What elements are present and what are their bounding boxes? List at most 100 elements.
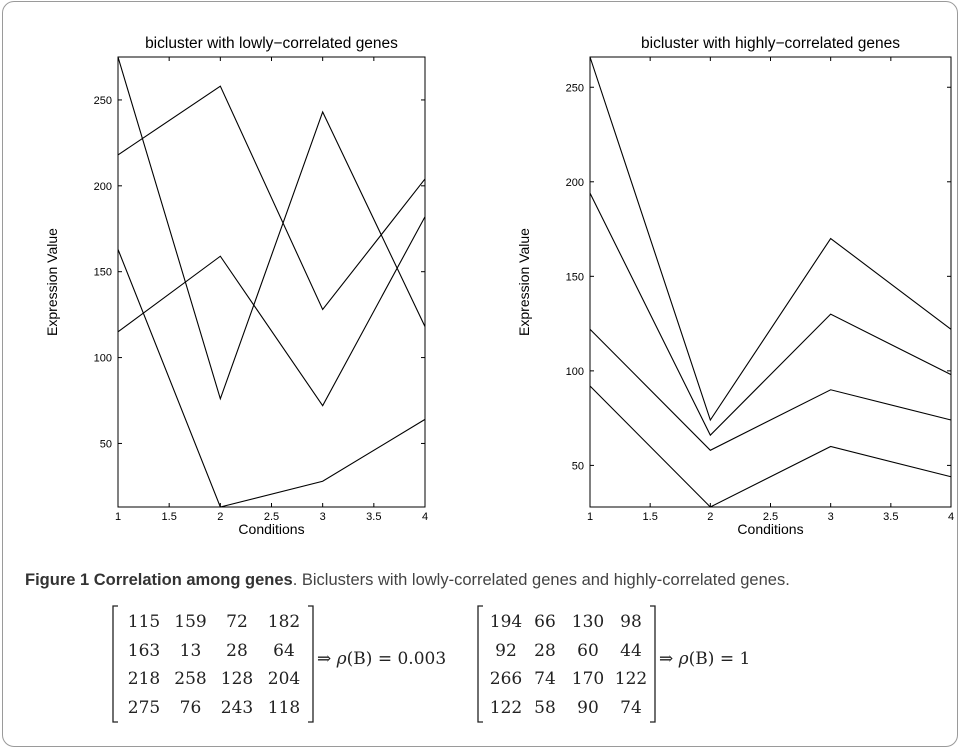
matrix-cell: 243 xyxy=(220,697,254,718)
matrix-cell: 60 xyxy=(577,640,599,661)
matrix-cell: 218 xyxy=(127,669,161,690)
matrix-row: 218 258 128 204 xyxy=(122,665,309,694)
matrix-row: 275 76 243 118 xyxy=(122,694,309,723)
equals-symbol: = xyxy=(372,649,398,669)
series-line-1 xyxy=(589,192,952,437)
x-tick-label: 2.5 xyxy=(264,511,279,523)
left-bracket xyxy=(112,605,118,723)
x-tick-label: 2 xyxy=(707,511,713,523)
matrix-cell: 58 xyxy=(534,697,556,718)
series-line-3 xyxy=(589,56,952,422)
y-tick-label: 50 xyxy=(572,460,584,472)
figure-charts: bicluster with lowly−correlated genes Con… xyxy=(44,35,954,537)
x-axis-label: Conditions xyxy=(737,521,803,537)
matrix-cell: 182 xyxy=(267,612,301,633)
matrix-cell: 163 xyxy=(127,640,161,661)
chart-title: bicluster with highly−correlated genes xyxy=(641,35,900,52)
rho-symbol: ρ xyxy=(678,649,689,669)
plot-area xyxy=(589,56,952,508)
correlation-result: ⇒ ρ(B) = 0.003 xyxy=(317,649,446,669)
chart-1: bicluster with lowly−correlated genes Con… xyxy=(44,35,428,537)
caption-lead: Figure 1 Correlation among genes xyxy=(25,571,293,589)
series-line-2 xyxy=(117,249,426,508)
y-tick-label: 100 xyxy=(94,353,112,365)
x-tick-label: 2 xyxy=(217,511,223,523)
matrix-cell: 64 xyxy=(273,640,295,661)
x-tick-label: 1.5 xyxy=(162,511,177,523)
x-tick-label: 3.5 xyxy=(366,511,381,523)
y-tick-label: 250 xyxy=(94,95,112,107)
y-tick-label: 250 xyxy=(566,82,584,94)
series-line-4 xyxy=(589,328,952,451)
matrix-row: 122 58 90 74 xyxy=(487,694,651,723)
figure-caption: Figure 1 Correlation among genes. Biclus… xyxy=(25,571,790,590)
y-tick-label: 200 xyxy=(94,181,112,193)
x-tick-label: 3 xyxy=(320,511,326,523)
matrix-cell: 118 xyxy=(267,697,301,718)
x-tick-label: 1 xyxy=(587,511,593,523)
series-line-1 xyxy=(117,216,426,407)
x-tick-label: 2.5 xyxy=(763,511,778,523)
series-line-2 xyxy=(589,385,952,508)
x-tick-label: 3.5 xyxy=(883,511,898,523)
y-tick-label: 100 xyxy=(566,366,584,378)
matrix-cell: 194 xyxy=(489,612,523,633)
x-axis-label: Conditions xyxy=(238,521,304,537)
matrix-row: 163 13 28 64 xyxy=(122,637,309,666)
x-tick-label: 4 xyxy=(422,511,428,523)
matrix-cell: 159 xyxy=(174,612,207,633)
matrix-cell: 275 xyxy=(127,697,161,718)
correlation-value: 0.003 xyxy=(397,649,447,669)
matrix-row: 115 159 72 182 xyxy=(122,608,309,637)
x-tick-label: 1 xyxy=(115,511,121,523)
matrix-cell: 170 xyxy=(571,669,605,690)
matrix-cell: 44 xyxy=(620,640,642,661)
correlation-result: ⇒ ρ(B) = 1 xyxy=(659,649,750,669)
y-tick-label: 200 xyxy=(566,177,584,189)
matrix-cell: 28 xyxy=(226,640,248,661)
y-tick-label: 150 xyxy=(94,267,112,279)
matrix-brackets xyxy=(112,605,314,723)
implies-symbol: ⇒ xyxy=(659,649,679,669)
series-line-4 xyxy=(117,56,426,401)
y-axis-label: Expression Value xyxy=(516,228,532,336)
chart-title: bicluster with lowly−correlated genes xyxy=(145,35,398,52)
matrix-cell: 128 xyxy=(220,669,254,690)
y-tick-label: 150 xyxy=(566,271,584,283)
matrix-cell: 92 xyxy=(495,640,517,661)
series-line-3 xyxy=(117,85,426,311)
matrix-cell: 266 xyxy=(489,669,523,690)
x-tick-label: 1.5 xyxy=(643,511,658,523)
implies-symbol: ⇒ xyxy=(317,649,337,669)
matrix-brackets xyxy=(477,605,656,723)
matrix-low-correlation: 115 159 72 182 163 13 28 64 218 258 128 204 275 76 243… xyxy=(110,604,480,726)
matrix-row: 266 74 170 122 xyxy=(487,665,651,694)
matrix-row: 92 28 60 44 xyxy=(487,637,651,666)
matrix-row: 194 66 130 98 xyxy=(487,608,651,637)
rho-symbol: ρ xyxy=(336,649,347,669)
y-axis-label: Expression Value xyxy=(44,228,60,336)
right-bracket xyxy=(650,605,656,723)
matrix-table: 194 66 130 98 92 28 60 44 266 74 170 122 122 58 90 74 xyxy=(487,608,651,722)
matrix-cell: 28 xyxy=(534,640,556,661)
matrix-cell: 122 xyxy=(614,669,648,690)
matrix-cell: 76 xyxy=(179,697,202,718)
matrix-cell: 122 xyxy=(489,697,523,718)
y-tick-label: 50 xyxy=(100,438,112,450)
matrix-cell: 98 xyxy=(620,612,642,633)
chart-2: bicluster with highly−correlated genes Co… xyxy=(516,35,954,537)
right-bracket xyxy=(308,605,314,723)
equals-symbol: = xyxy=(714,649,740,669)
matrix-cell: 72 xyxy=(226,612,248,633)
matrix-cell: 204 xyxy=(267,669,301,690)
matrix-cell: 258 xyxy=(174,669,207,690)
rho-argument: (B) xyxy=(688,649,715,669)
matrix-cell: 115 xyxy=(127,612,161,633)
caption-text: . Biclusters with lowly-correlated genes… xyxy=(292,571,790,589)
matrix-cell: 74 xyxy=(534,669,556,690)
matrix-cell: 13 xyxy=(179,640,202,661)
x-tick-label: 3 xyxy=(828,511,834,523)
matrix-cell: 130 xyxy=(571,612,605,633)
matrix-cell: 66 xyxy=(534,612,556,633)
